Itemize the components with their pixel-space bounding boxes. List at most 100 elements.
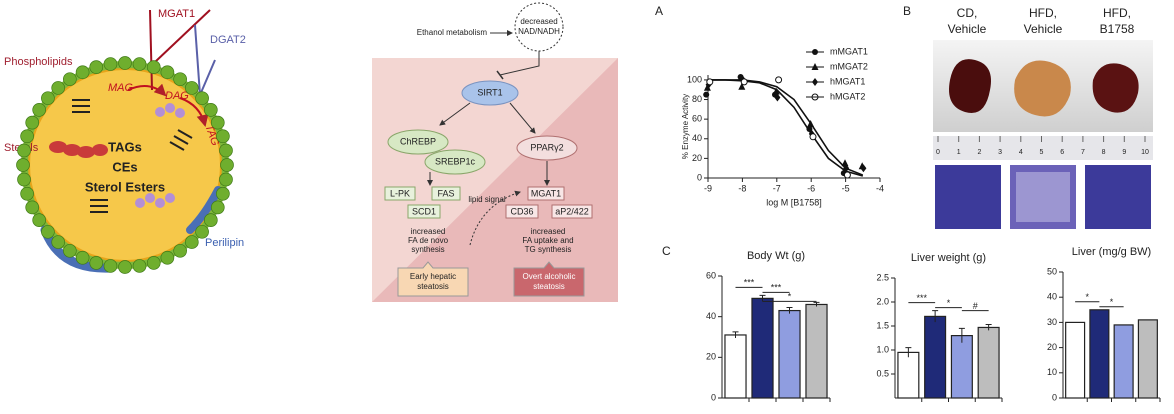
liver [949, 59, 991, 114]
bead [146, 256, 161, 270]
bead [132, 259, 147, 273]
label: DAG [165, 90, 189, 102]
bead [210, 200, 225, 215]
label: DGAT2 [210, 34, 246, 46]
bar [897, 351, 920, 399]
label: Overt alcoholic [523, 272, 576, 281]
label: steatosis [417, 282, 449, 291]
bar [724, 334, 747, 399]
ruler-label: 2 [977, 149, 981, 156]
y-axis-label: % Enzyme Activity [681, 94, 690, 159]
error-bar [985, 324, 992, 331]
node [424, 149, 486, 175]
label: Sterol Esters [85, 179, 165, 194]
significance-label: * [788, 292, 792, 302]
y-tick-label: 1.0 [876, 344, 889, 354]
bead [220, 158, 234, 172]
bar [751, 297, 774, 399]
bar [1065, 321, 1086, 399]
bead [32, 213, 47, 227]
bar [924, 315, 947, 399]
bar [805, 303, 828, 399]
ruler-label: 6 [1060, 149, 1064, 156]
chart-title: Liver (mg/g BW) [1072, 246, 1151, 258]
error-bar [958, 327, 965, 343]
panel-label: B [903, 4, 911, 18]
bead [118, 260, 132, 274]
y-tick-label: 40 [706, 311, 716, 321]
label: SREBP1c [435, 156, 476, 166]
bead [216, 186, 230, 201]
label: increased [531, 227, 566, 236]
label: FA de novo [408, 236, 449, 245]
label: aP2/422 [555, 206, 589, 216]
ester-shapes [135, 103, 185, 208]
legend-label: hMGAT2 [830, 91, 865, 101]
bead [173, 243, 187, 258]
y-tick-label: 0.5 [876, 368, 889, 378]
bead [16, 158, 30, 172]
x-tick-label: -9 [704, 183, 712, 193]
bead [219, 143, 233, 158]
ruler-label: 7 [1081, 149, 1085, 156]
bar [1113, 324, 1134, 399]
bead [219, 172, 233, 187]
point [860, 164, 867, 173]
bar [950, 335, 973, 399]
bead [184, 235, 199, 249]
x-tick-label: -7 [773, 183, 781, 193]
bead [20, 129, 34, 144]
pathway-bg [372, 58, 618, 302]
label: SIRT1 [477, 87, 502, 97]
label: MGAT1 [158, 8, 195, 20]
x-tick-label: -8 [738, 183, 746, 193]
ruler-label: 3 [998, 149, 1002, 156]
bead [103, 57, 118, 71]
y-tick-label: 10 [1047, 367, 1057, 377]
x-tick-label: -6 [807, 183, 815, 193]
bead [25, 115, 40, 130]
panel-label: C [662, 244, 671, 258]
significance-label: * [947, 298, 951, 308]
label: decreased [520, 17, 557, 26]
bar [1089, 309, 1110, 399]
bead [210, 115, 225, 130]
ruler-label: 1 [957, 149, 961, 156]
arrow [499, 51, 540, 76]
y-tick-label: 2.0 [876, 296, 889, 306]
pathway-diagram: Ethanol metabolism decreased NAD/NADH SI… [372, 2, 618, 302]
ruler [933, 136, 1153, 160]
mgat1-line [154, 9, 211, 63]
point [740, 78, 748, 86]
perilipin-shape [186, 186, 222, 234]
group-label: Vehicle [948, 22, 987, 36]
point [843, 171, 851, 179]
y-tick-label: 20 [692, 153, 702, 163]
arrow [469, 190, 521, 246]
liver-photos [933, 40, 1153, 229]
node [516, 135, 578, 161]
panel-label: A [655, 4, 663, 18]
arrow [439, 102, 471, 126]
bead [146, 60, 161, 74]
error-bar [813, 301, 820, 307]
x-axis-label: log M [B1758] [766, 197, 822, 207]
bead [51, 235, 66, 249]
y-tick-label: 0 [711, 392, 716, 402]
bead [17, 172, 31, 187]
bead [89, 60, 104, 74]
point [806, 125, 813, 132]
y-tick-label: 50 [1047, 266, 1057, 276]
liver [1014, 60, 1071, 117]
error-bar [759, 294, 766, 302]
y-tick-label: 20 [706, 352, 716, 362]
bead [17, 143, 31, 158]
bead [195, 224, 209, 239]
point [843, 164, 850, 173]
significance-label: *** [744, 278, 755, 288]
group-label: HFD, [1103, 6, 1131, 20]
ruler-label: 0 [936, 149, 940, 156]
ruler-label: 4 [1019, 149, 1023, 156]
bead [51, 81, 66, 95]
